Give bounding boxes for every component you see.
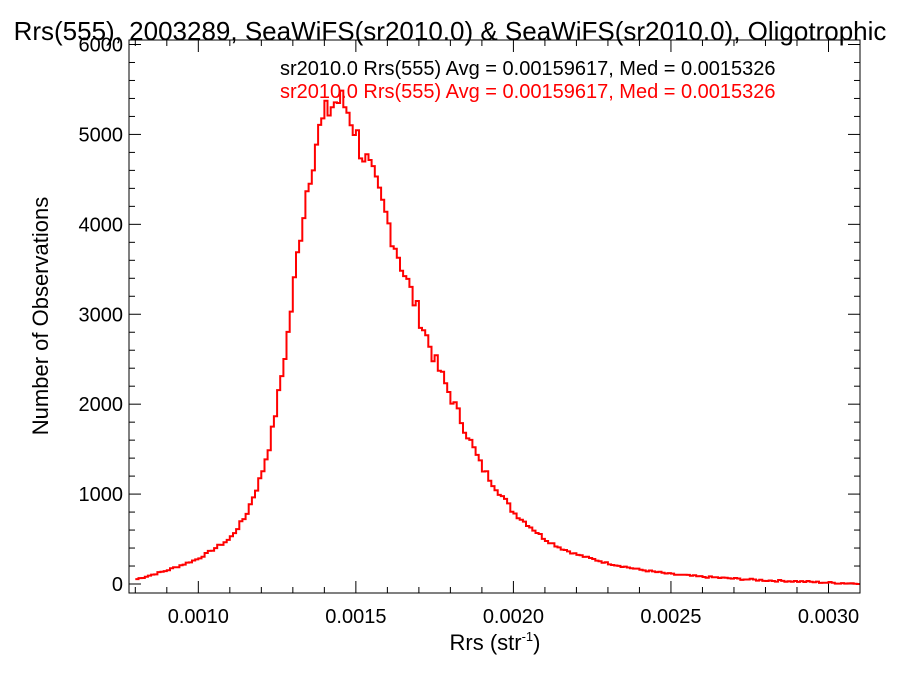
y-tick-label: 3000 [79,304,124,326]
plot-frame [128,39,861,594]
x-tick-label: 0.0025 [640,606,701,628]
y-tick-label: 0 [112,574,123,596]
annotation-black: sr2010.0 Rrs(555) Avg = 0.00159617, Med … [280,58,776,80]
x-tick-label: 0.0010 [168,606,229,628]
x-axis-label: Rrs (str-1) [450,629,541,655]
annotation-red: sr2010.0 Rrs(555) Avg = 0.00159617, Med … [280,81,776,103]
y-tick-label: 5000 [79,124,124,146]
x-tick-label: 0.0020 [483,606,544,628]
y-tick-label: 1000 [79,484,124,506]
histogram-series-line [135,89,860,585]
axis-tick-labels: 0 1000 2000 3000 4000 5000 6000 0.0010 0.0015 0.0… [79,34,860,628]
x-axis-label-close: ) [533,630,540,655]
y-tick-label: 4000 [79,214,124,236]
axis-ticks [129,40,860,593]
x-tick-label: 0.0030 [798,606,859,628]
y-tick-label: 2000 [79,394,124,416]
y-axis-label: Number of Observations [28,197,53,435]
x-tick-label: 0.0015 [325,606,386,628]
x-axis-label-superscript: -1 [522,629,534,644]
y-tick-label: 6000 [79,34,124,56]
x-axis-label-text: Rrs (str [450,630,522,655]
